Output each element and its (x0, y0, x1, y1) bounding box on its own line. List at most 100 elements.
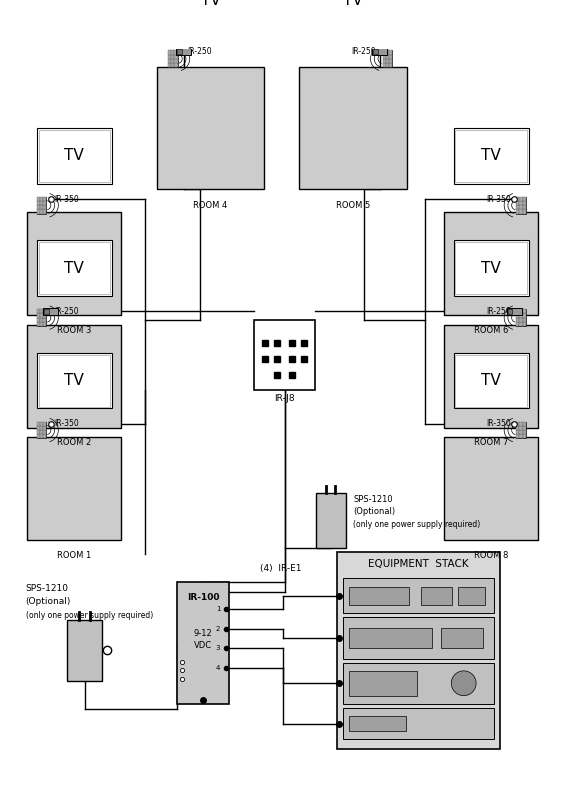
Text: 9-12: 9-12 (194, 629, 213, 638)
Bar (171, 54, 174, 59)
Text: ROOM 3: ROOM 3 (57, 325, 91, 335)
Bar (37, 426, 40, 430)
Bar (389, 63, 392, 67)
Bar (299, 67, 407, 189)
Bar (168, 50, 171, 54)
Bar (27, 437, 121, 541)
Text: (only one power supply required): (only one power supply required) (26, 611, 153, 619)
Bar (523, 422, 526, 426)
Bar (444, 437, 538, 541)
Bar (349, 671, 417, 696)
Bar (39, 355, 110, 407)
Bar (40, 201, 43, 205)
Bar (254, 320, 315, 390)
Bar (40, 434, 43, 438)
Bar (171, 63, 174, 67)
Text: IR-250: IR-250 (352, 47, 376, 56)
Bar (43, 314, 46, 318)
Bar (516, 422, 519, 426)
Bar (343, 578, 494, 613)
Bar (43, 322, 46, 326)
Text: ROOM 2: ROOM 2 (57, 438, 91, 447)
Bar (174, 54, 177, 59)
Bar (349, 716, 406, 731)
Bar (516, 201, 519, 205)
Text: SPS-1210: SPS-1210 (26, 584, 68, 593)
Text: TV: TV (481, 148, 501, 163)
Bar (343, 663, 494, 704)
Bar (169, 0, 252, 32)
Bar (519, 318, 523, 322)
Bar (382, 59, 386, 63)
Bar (454, 128, 528, 184)
Bar (523, 309, 526, 314)
Text: IR-250: IR-250 (486, 307, 511, 316)
Bar (444, 325, 538, 428)
Bar (519, 426, 523, 430)
Bar (37, 318, 40, 322)
Bar (174, 63, 177, 67)
Bar (519, 314, 523, 318)
Bar (43, 318, 46, 322)
Bar (43, 307, 58, 315)
Text: IR-250: IR-250 (188, 47, 212, 56)
Text: TV: TV (481, 261, 501, 276)
Bar (37, 201, 40, 205)
Bar (523, 430, 526, 434)
Bar (516, 205, 519, 210)
Bar (516, 309, 519, 314)
Bar (519, 422, 523, 426)
Bar (523, 201, 526, 205)
Bar (516, 309, 526, 326)
Bar (519, 201, 523, 205)
Bar (454, 240, 528, 296)
Bar (516, 210, 519, 214)
Text: IR-350: IR-350 (486, 419, 511, 429)
Bar (519, 210, 523, 214)
Bar (336, 552, 500, 749)
Bar (523, 426, 526, 430)
Text: ROOM 8: ROOM 8 (474, 551, 508, 559)
Bar (310, 0, 396, 33)
Bar (37, 197, 46, 214)
Text: ROOM 6: ROOM 6 (474, 325, 508, 335)
Bar (523, 210, 526, 214)
Bar (37, 210, 40, 214)
Bar (168, 54, 171, 59)
Bar (386, 63, 389, 67)
Bar (454, 353, 528, 408)
Bar (455, 130, 527, 182)
Bar (37, 322, 40, 326)
Bar (316, 493, 346, 548)
Bar (372, 48, 388, 55)
Bar (389, 59, 392, 63)
Text: (only one power supply required): (only one power supply required) (353, 519, 481, 529)
Bar (40, 205, 43, 210)
Bar (27, 325, 121, 428)
Bar (516, 197, 519, 201)
Bar (519, 430, 523, 434)
Bar (43, 197, 46, 201)
Bar (27, 213, 121, 315)
Bar (382, 63, 386, 67)
Bar (40, 426, 43, 430)
Text: 1: 1 (216, 606, 221, 612)
Bar (516, 430, 519, 434)
Text: (Optional): (Optional) (353, 507, 396, 516)
Bar (37, 309, 40, 314)
Bar (455, 355, 527, 407)
Bar (37, 430, 40, 434)
Bar (519, 309, 523, 314)
Bar (39, 130, 110, 182)
Text: EQUIPMENT  STACK: EQUIPMENT STACK (368, 559, 469, 569)
Bar (519, 322, 523, 326)
Bar (43, 434, 46, 438)
Bar (44, 309, 49, 314)
Text: TV: TV (201, 0, 221, 8)
Bar (37, 128, 112, 184)
Bar (516, 314, 519, 318)
Bar (40, 322, 43, 326)
Text: TV: TV (64, 373, 84, 388)
Bar (43, 201, 46, 205)
Bar (519, 197, 523, 201)
